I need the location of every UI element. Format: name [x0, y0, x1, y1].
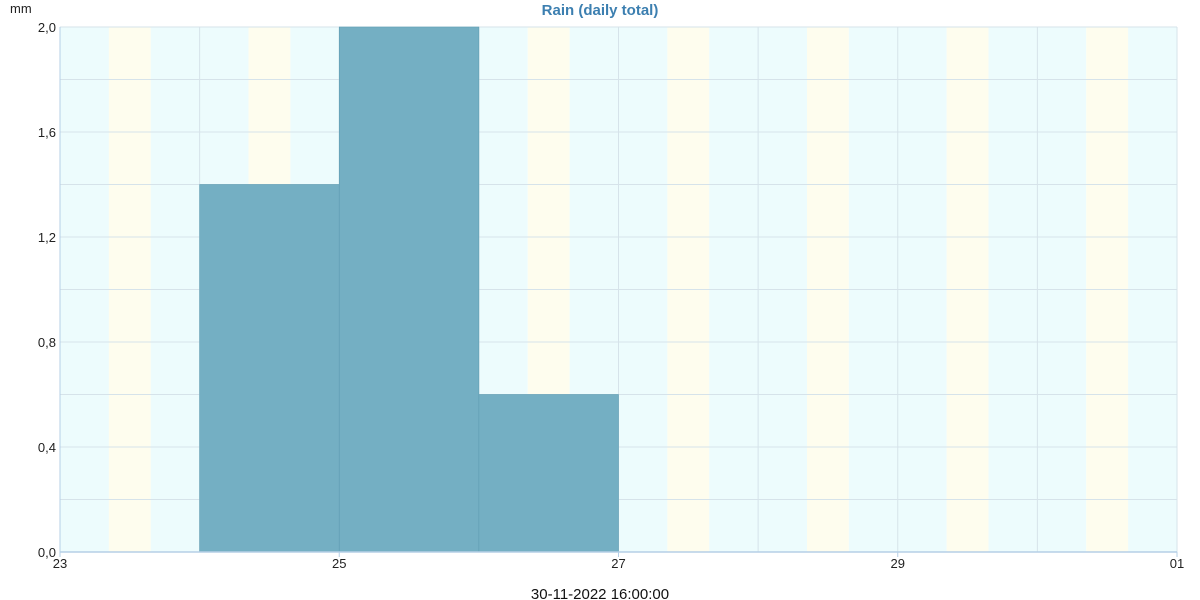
- x-tick-label: 29: [891, 556, 905, 571]
- y-axis-unit-label: mm: [10, 1, 32, 16]
- x-tick-label: 27: [611, 556, 625, 571]
- y-tick-label: 0,8: [38, 335, 56, 350]
- rain-bar: [199, 184, 340, 553]
- bar-series: [199, 26, 619, 553]
- y-tick-label: 1,6: [38, 125, 56, 140]
- rain-bar: [338, 26, 480, 553]
- y-tick-label: 2,0: [38, 20, 56, 35]
- y-tick-label: 0,4: [38, 440, 56, 455]
- x-tick-label: 25: [332, 556, 346, 571]
- chart-title: Rain (daily total): [542, 2, 659, 19]
- y-tick-label: 1,2: [38, 230, 56, 245]
- y-tick-labels: 0,0 0,4 0,8 1,2 1,6 2,0: [38, 20, 56, 560]
- rain-bar: [478, 394, 619, 553]
- x-tick-label: 23: [53, 556, 67, 571]
- y-tick-label: 0,0: [38, 545, 56, 560]
- timestamp-footer: 30-11-2022 16:00:00: [531, 586, 669, 600]
- x-tick-labels: 23 25 27 29 01: [53, 552, 1184, 571]
- x-tick-label: 01: [1170, 556, 1184, 571]
